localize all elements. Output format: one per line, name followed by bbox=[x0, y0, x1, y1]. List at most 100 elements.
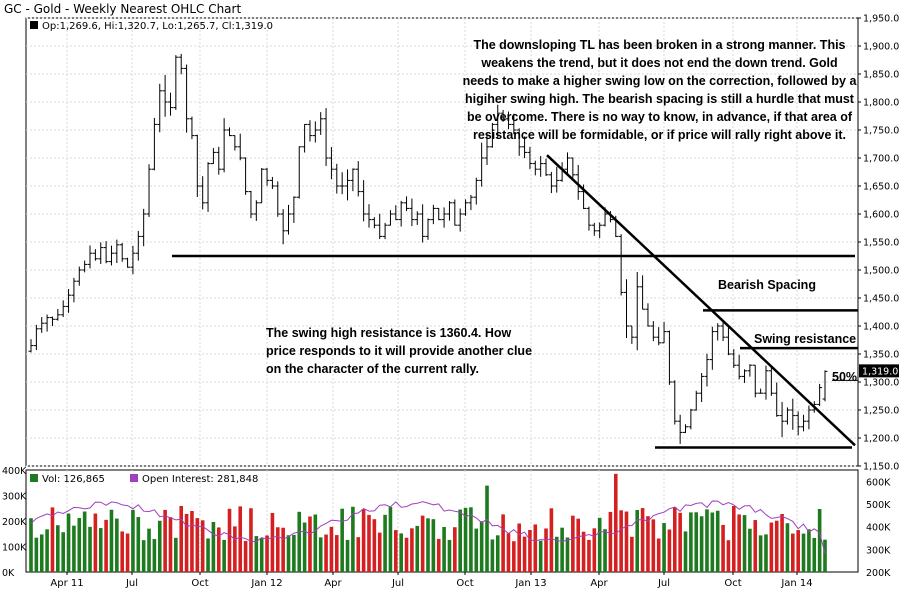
ohlc-bar bbox=[216, 146, 222, 175]
vol-right-tick-label: 200K bbox=[866, 568, 891, 579]
ohlc-bar bbox=[795, 411, 801, 436]
volume-bar bbox=[812, 537, 817, 572]
ohlc-bar bbox=[286, 204, 292, 235]
x-tick-label: Apr 11 bbox=[50, 578, 83, 589]
volume-bar bbox=[506, 533, 511, 572]
volume-bar bbox=[195, 518, 200, 572]
volume-bar bbox=[174, 537, 178, 572]
volume-bar bbox=[324, 534, 328, 572]
ohlc-bar bbox=[752, 364, 758, 398]
ohlc-bar bbox=[725, 327, 731, 356]
ohlc-bar bbox=[414, 211, 420, 225]
ohlc-bar bbox=[393, 205, 399, 221]
ohlc-bar bbox=[71, 277, 77, 303]
volume-bar bbox=[372, 519, 377, 572]
volume-bar bbox=[141, 540, 146, 572]
x-tick-label: Apr bbox=[324, 578, 342, 589]
ohlc-bar bbox=[704, 353, 710, 387]
ohlc-bar bbox=[167, 92, 173, 116]
volume-bar bbox=[45, 529, 49, 572]
volume-bar bbox=[651, 519, 656, 572]
volume-bar bbox=[426, 518, 430, 572]
volume-bar bbox=[780, 514, 784, 572]
ohlc-bar bbox=[119, 242, 125, 262]
ohlc-bar bbox=[269, 176, 275, 190]
y-tick-label: 1,650.0 bbox=[863, 182, 899, 193]
volume-bar bbox=[689, 512, 693, 572]
label-fifty-percent: 50% bbox=[832, 370, 858, 384]
ohlc-bar bbox=[98, 242, 104, 265]
ohlc-bar bbox=[436, 207, 442, 221]
volume-bar bbox=[560, 527, 564, 572]
volume-bar bbox=[34, 537, 39, 572]
volume-bar bbox=[340, 508, 344, 572]
volume-bar bbox=[640, 508, 645, 572]
x-tick-label: Apr bbox=[590, 578, 608, 589]
ohlc-bar bbox=[307, 120, 313, 142]
ohlc-bar bbox=[28, 339, 34, 353]
volume-bar bbox=[109, 509, 114, 572]
y-tick-label: 1,300.0 bbox=[863, 378, 899, 389]
ohlc-bar bbox=[66, 288, 72, 313]
y-tick-label: 1,400.0 bbox=[863, 322, 899, 333]
ohlc-bar bbox=[586, 206, 592, 231]
volume-bar bbox=[667, 529, 672, 572]
ohlc-bar bbox=[495, 104, 501, 139]
y-tick-label: 1,250.0 bbox=[863, 406, 899, 417]
volume-bar bbox=[157, 520, 162, 572]
volume-bar bbox=[603, 529, 607, 572]
volume-bar bbox=[710, 512, 715, 572]
volume-bar bbox=[29, 518, 33, 572]
open-interest-line bbox=[30, 500, 826, 554]
ohlc-bar bbox=[264, 168, 270, 186]
vol-right-tick-label: 300K bbox=[866, 545, 891, 556]
volume-bar bbox=[388, 507, 393, 572]
volume-bar bbox=[345, 539, 350, 572]
volume-bar bbox=[415, 525, 420, 572]
ohlc-bar bbox=[806, 405, 812, 430]
last-price-box bbox=[859, 364, 899, 378]
volume-bar bbox=[630, 536, 634, 572]
ohlc-bar bbox=[184, 64, 190, 133]
axis-labels: 1,150.0 1,200.0 1,250.0 1,300.0 1,350.0 1,400… bbox=[2, 14, 899, 590]
volume-bar bbox=[431, 519, 436, 572]
volume-bar bbox=[785, 523, 790, 572]
ohlc-bar bbox=[334, 163, 340, 194]
vol-left-tick-label: 400K bbox=[2, 466, 27, 477]
ohlc-bar bbox=[377, 213, 383, 240]
ohlc-bar bbox=[178, 53, 184, 75]
volume-bar bbox=[243, 540, 248, 572]
volume-bar bbox=[367, 514, 371, 572]
ohlc-bar bbox=[699, 373, 705, 402]
ohlc-bar bbox=[591, 222, 597, 236]
volume-bar bbox=[597, 517, 602, 572]
ohlc-bar bbox=[130, 245, 136, 275]
chart-title: GC - Gold - Weekly Nearest OHLC Chart bbox=[4, 2, 242, 16]
y-tick-label: 1,600.0 bbox=[863, 210, 899, 221]
ohlc-bar bbox=[328, 147, 334, 180]
volume-bar bbox=[275, 527, 280, 572]
ohlc-bar bbox=[280, 209, 286, 245]
volume-bar bbox=[206, 538, 210, 572]
ohlc-bar bbox=[339, 172, 345, 195]
ohlc-bar bbox=[430, 204, 436, 225]
ohlc-bar bbox=[420, 204, 426, 243]
volume-bar bbox=[447, 539, 452, 572]
volume-bar bbox=[442, 526, 446, 572]
ohlc-bar bbox=[473, 177, 479, 205]
ohlc-bar bbox=[822, 370, 828, 402]
ohlc-bar bbox=[774, 382, 780, 417]
volume-bar bbox=[823, 539, 827, 572]
ohlc-bar bbox=[527, 146, 533, 170]
ohlc-bar bbox=[409, 198, 415, 227]
ohlc-bar bbox=[318, 112, 324, 135]
ohlc-bar bbox=[640, 275, 646, 310]
x-tick-label: Oct bbox=[191, 578, 208, 589]
ohlc-bars bbox=[28, 53, 828, 444]
ohlc-bar bbox=[60, 300, 66, 317]
volume-bar bbox=[549, 508, 554, 572]
volume-bar bbox=[77, 518, 82, 572]
volume-bar bbox=[302, 522, 307, 572]
volume-bar bbox=[190, 510, 194, 572]
ohlc-bar bbox=[350, 168, 356, 192]
